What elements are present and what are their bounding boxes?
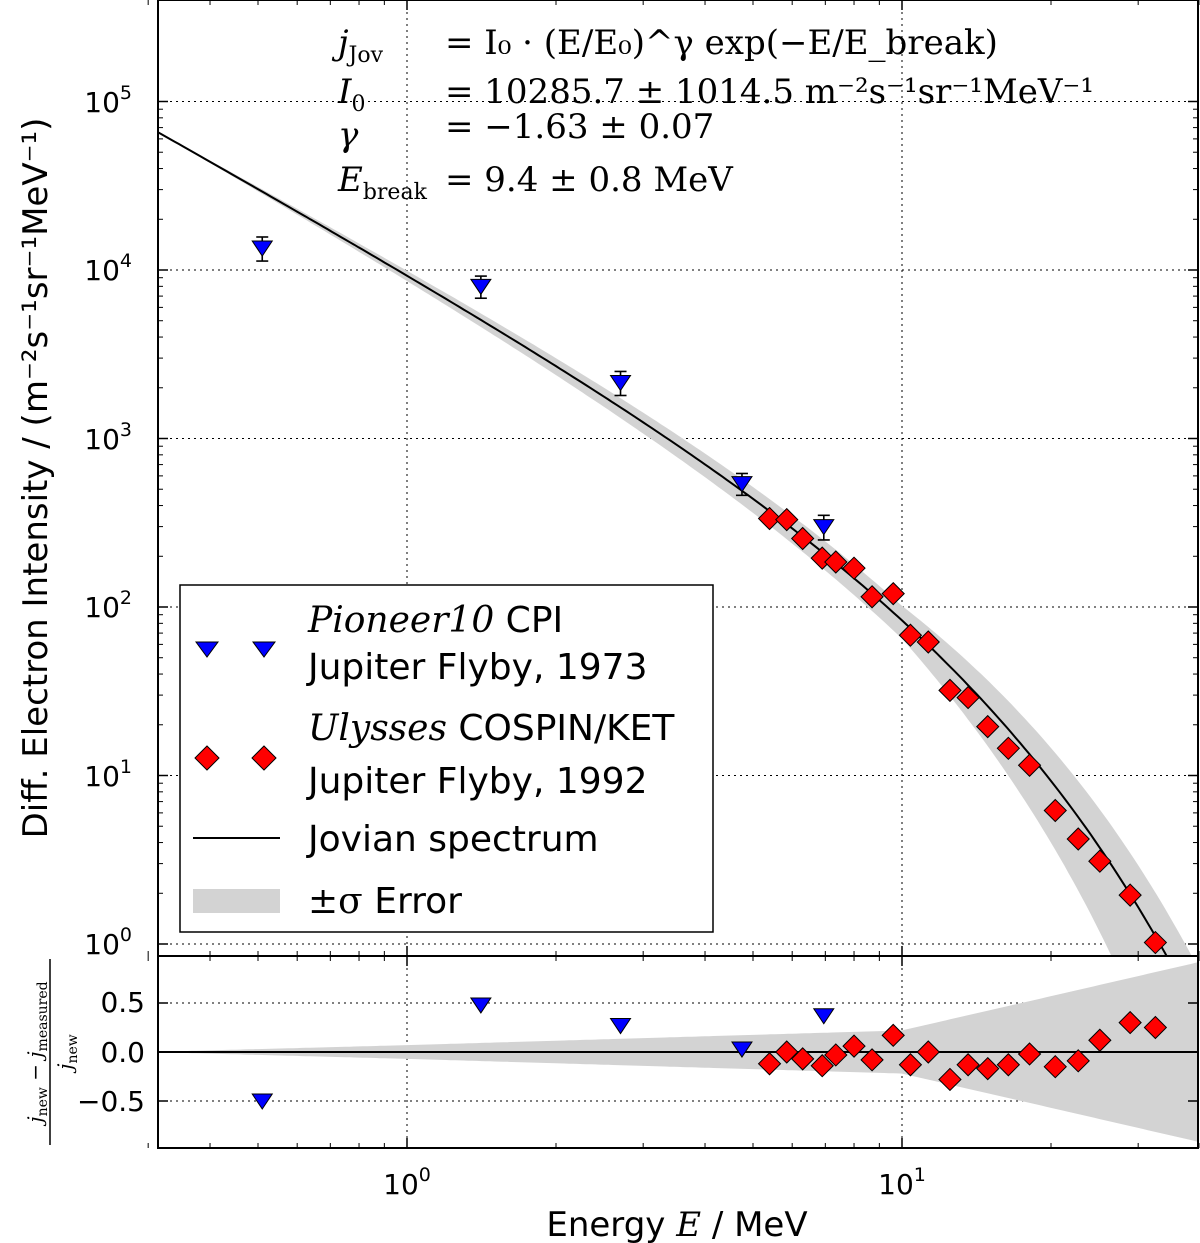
error-band bbox=[158, 132, 1192, 956]
pioneer-residual-point bbox=[469, 997, 492, 1014]
ulysses-point bbox=[860, 585, 884, 609]
pioneer-point bbox=[609, 374, 632, 392]
main-data-points bbox=[251, 236, 1168, 955]
pioneer-point bbox=[731, 476, 753, 493]
pioneer-residual-point bbox=[731, 1041, 753, 1058]
jovian-spectrum-curve bbox=[158, 131, 1168, 956]
residual-plot-panel bbox=[147, 955, 1200, 1149]
legend-label-pioneer-line2: Jupiter Flyby, 1973 bbox=[306, 647, 647, 688]
legend: Pioneer10 CPI Jupiter Flyby, 1973 Ulysse… bbox=[179, 584, 714, 933]
ulysses-residual-point bbox=[956, 1053, 980, 1077]
ulysses-point bbox=[881, 581, 905, 606]
ulysses-residual-point bbox=[976, 1056, 1000, 1081]
ulysses-residual-point bbox=[1017, 1042, 1042, 1066]
pioneer-residual-point bbox=[812, 1008, 835, 1025]
y-tick-label-1e3: 103 bbox=[84, 419, 132, 456]
ulysses-point bbox=[976, 714, 1000, 739]
legend-label-ulysses-line2: Jupiter Flyby, 1992 bbox=[306, 761, 647, 802]
y-tick-label-1e5: 105 bbox=[84, 82, 132, 119]
legend-label-error: ±σ Error bbox=[308, 881, 462, 922]
ulysses-point bbox=[1088, 849, 1112, 873]
y-axis-label: Diff. Electron Intensity / (m⁻²s⁻¹sr⁻¹Me… bbox=[16, 118, 56, 839]
pioneer-point bbox=[812, 519, 835, 536]
annotation-line-gamma: γ = −1.63 ± 0.07 bbox=[338, 107, 714, 155]
x-axis-label: Energy E / MeV bbox=[546, 1205, 807, 1243]
y-tick-label-1e0: 100 bbox=[84, 924, 132, 961]
legend-label-ulysses-line1: Ulysses COSPIN/KET bbox=[308, 708, 675, 749]
ulysses-residual-point bbox=[1043, 1054, 1067, 1079]
annotation-line-ebreak: Ebreak = 9.4 ± 0.8 MeV bbox=[337, 160, 734, 205]
ulysses-residual-point bbox=[938, 1067, 962, 1092]
legend-label-pioneer-line1: Pioneer10 CPI bbox=[307, 600, 563, 641]
residual-y-axis-label: jnew − jmeasured jnew bbox=[23, 959, 81, 1145]
fit-annotation: jJov = I₀ · (E/E₀)^γ exp(−E/E_break) I0 = … bbox=[331, 23, 1094, 205]
residual-y-tick-labels: −0.5 0.0 0.5 bbox=[77, 986, 145, 1118]
ulysses-residual-point bbox=[881, 1023, 905, 1048]
ulysses-point bbox=[898, 623, 923, 647]
legend-marker-ulysses bbox=[194, 745, 220, 771]
y-tick-label-1e1: 101 bbox=[84, 756, 132, 793]
ulysses-point bbox=[757, 506, 782, 531]
pioneer-point bbox=[469, 278, 492, 296]
ulysses-point bbox=[956, 685, 980, 710]
ulysses-point bbox=[775, 507, 799, 532]
legend-swatch-error bbox=[193, 889, 280, 913]
ulysses-residual-point bbox=[790, 1047, 815, 1071]
residual-label-numerator: jnew − jmeasured bbox=[23, 981, 51, 1126]
ulysses-residual-point bbox=[898, 1053, 923, 1077]
main-axis-ticks bbox=[147, 0, 1200, 956]
ulysses-point bbox=[1017, 753, 1042, 777]
ulysses-point bbox=[790, 526, 815, 551]
ulysses-residual-point bbox=[1088, 1028, 1112, 1052]
ulysses-point bbox=[1043, 798, 1067, 823]
residual-label-denominator: jnew bbox=[53, 1034, 81, 1074]
ulysses-residual-point bbox=[757, 1052, 782, 1076]
ulysses-point bbox=[996, 736, 1021, 761]
ulysses-residual-point bbox=[916, 1040, 940, 1064]
legend-marker-pioneer bbox=[252, 641, 276, 658]
ulysses-residual-point bbox=[842, 1034, 866, 1058]
pioneer-residual-point bbox=[251, 1093, 274, 1110]
jovian-spectrum-line bbox=[158, 131, 1168, 956]
ulysses-residual-point bbox=[996, 1053, 1021, 1077]
y-tick-label-1e2: 102 bbox=[84, 587, 132, 624]
y-tick-label-1e4: 104 bbox=[84, 250, 132, 287]
legend-marker-ulysses bbox=[251, 745, 277, 771]
legend-label-jovian: Jovian spectrum bbox=[306, 819, 599, 860]
pioneer-point bbox=[251, 240, 274, 257]
residual-axis-ticks bbox=[147, 956, 1200, 1148]
ulysses-residual-point bbox=[824, 1043, 848, 1067]
legend-marker-pioneer bbox=[195, 641, 219, 658]
pioneer-residual-point bbox=[609, 1018, 632, 1035]
ulysses-residual-point bbox=[860, 1048, 884, 1072]
x-tick-label-1e1: 101 bbox=[878, 1164, 926, 1201]
residual-data-points bbox=[251, 997, 1168, 1110]
ulysses-residual-point bbox=[1143, 1015, 1168, 1040]
ulysses-point bbox=[916, 630, 940, 654]
ulysses-residual-point bbox=[775, 1040, 799, 1064]
ulysses-point bbox=[824, 550, 848, 574]
res-y-tick-label-neg05: −0.5 bbox=[77, 1085, 145, 1118]
ulysses-residual-point bbox=[1118, 1010, 1142, 1035]
ulysses-point bbox=[1118, 883, 1142, 907]
main-y-tick-labels: 100 101 102 103 104 105 bbox=[84, 82, 132, 961]
ulysses-point bbox=[842, 556, 866, 580]
x-tick-label-1e0: 100 bbox=[383, 1164, 431, 1201]
ulysses-point bbox=[1066, 827, 1090, 851]
ulysses-residual-point bbox=[810, 1054, 834, 1078]
error-band-area bbox=[158, 132, 1192, 956]
ulysses-point bbox=[938, 678, 962, 703]
annotation-line-i0: I0 = 10285.7 ± 1014.5 m⁻²s⁻¹sr⁻¹MeV⁻¹ bbox=[337, 72, 1094, 117]
ulysses-point bbox=[1143, 930, 1168, 955]
ulysses-residual-point bbox=[1066, 1049, 1090, 1073]
x-tick-labels: 100 101 bbox=[383, 1164, 926, 1201]
res-y-tick-label-05: 0.5 bbox=[100, 986, 145, 1019]
res-y-tick-label-0: 0.0 bbox=[100, 1036, 145, 1069]
